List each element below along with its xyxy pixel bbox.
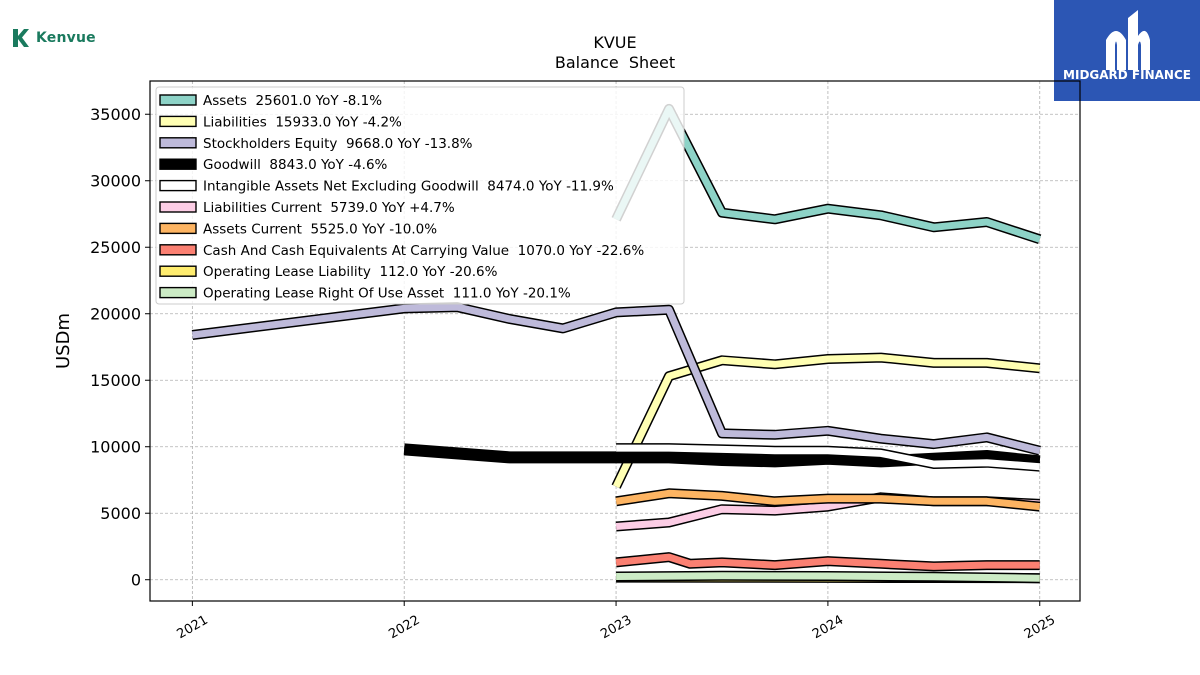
legend-swatch xyxy=(159,244,197,256)
series-line xyxy=(191,303,1041,455)
legend-label: Goodwill 8843.0 YoY -4.6% xyxy=(203,157,388,173)
legend-swatch xyxy=(159,222,197,235)
y-tick-label: 0 xyxy=(131,571,141,590)
x-tick-label: 2022 xyxy=(386,613,422,643)
legend-entry: Operating Lease Right Of Use Asset 111.0… xyxy=(159,286,571,302)
series-cash-and-cash-equivalents-at-carrying-value xyxy=(615,552,1040,572)
legend-label: Intangible Assets Net Excluding Goodwill… xyxy=(203,179,614,195)
y-tick-label: 10000 xyxy=(90,438,141,457)
legend-entry: Intangible Assets Net Excluding Goodwill… xyxy=(159,179,614,195)
legend-label: Cash And Cash Equivalents At Carrying Va… xyxy=(203,243,644,259)
legend-box xyxy=(155,86,685,305)
legend-entry: Assets Current 5525.0 YoY -10.0% xyxy=(159,221,437,237)
series-stockholders-equity xyxy=(191,302,1041,456)
brand-name: Kenvue xyxy=(36,30,96,46)
legend-entry: Cash And Cash Equivalents At Carrying Va… xyxy=(159,243,644,259)
y-axis-label: USDm xyxy=(53,313,74,369)
x-tick-label: 2021 xyxy=(175,613,211,643)
series-operating-lease-right-of-use-asset xyxy=(616,570,1040,584)
legend-label: Liabilities Current 5739.0 YoY +4.7% xyxy=(203,200,455,216)
series-line xyxy=(403,444,1041,466)
x-tick-label: 2023 xyxy=(598,613,634,643)
legend-label: Operating Lease Right Of Use Asset 111.0… xyxy=(203,286,571,302)
brand-logo: Kenvue xyxy=(12,28,96,48)
series-assets xyxy=(611,103,1042,245)
y-tick-labels: 0 5000 10000 15000 20000 25000 30000 35000 xyxy=(90,105,150,590)
legend-label: Liabilities 15933.0 YoY -4.2% xyxy=(203,114,402,130)
series-line xyxy=(612,105,1041,243)
legend-swatch xyxy=(159,179,197,192)
legend-label: Assets Current 5525.0 YoY -10.0% xyxy=(203,221,437,237)
series-line xyxy=(616,572,1040,582)
series-lines xyxy=(191,103,1042,584)
legend-entry: Goodwill 8843.0 YoY -4.6% xyxy=(159,157,388,173)
legend-entry: Liabilities 15933.0 YoY -4.2% xyxy=(159,114,402,130)
series-assets-current xyxy=(615,488,1041,512)
legend-label: Operating Lease Liability 112.0 YoY -20.… xyxy=(203,264,498,280)
legend-entry: Assets 25601.0 YoY -8.1% xyxy=(159,93,382,109)
legend: Assets 25601.0 YoY -8.1% Liabilities 1593… xyxy=(155,86,685,305)
chart-title: KVUE xyxy=(593,33,636,52)
legend-swatch xyxy=(159,265,197,277)
legend-swatch xyxy=(159,115,197,128)
legend-label: Assets 25601.0 YoY -8.1% xyxy=(203,93,382,109)
series-goodwill xyxy=(403,443,1041,468)
legend-swatch xyxy=(159,286,197,299)
y-tick-label: 25000 xyxy=(90,238,141,257)
y-tick-label: 5000 xyxy=(100,504,141,523)
legend-swatch xyxy=(159,158,197,170)
midgard-finance-name: MIDGARD FINANCE xyxy=(1063,68,1191,82)
series-intangible-assets-net-excluding-goodwill xyxy=(616,443,1041,472)
midgard-finance-logo: MIDGARD FINANCE xyxy=(1054,0,1200,101)
legend-label: Stockholders Equity 9668.0 YoY -13.8% xyxy=(203,136,473,152)
plot-frame xyxy=(149,80,1081,602)
series-line xyxy=(612,354,1041,489)
x-tick-label: 2024 xyxy=(810,613,846,643)
y-tick-label: 15000 xyxy=(90,371,141,390)
y-tick-label: 35000 xyxy=(90,105,141,124)
y-tick-label: 20000 xyxy=(90,305,141,324)
legend-entry: Operating Lease Liability 112.0 YoY -20.… xyxy=(159,264,498,280)
series-line xyxy=(615,489,1041,511)
x-tick-label: 2025 xyxy=(1022,613,1058,643)
x-tick-labels: 2021 2022 2023 2024 2025 xyxy=(175,601,1058,643)
series-liabilities xyxy=(611,352,1041,489)
midgard-m-icon xyxy=(1106,10,1150,70)
legend-entry: Liabilities Current 5739.0 YoY +4.7% xyxy=(159,200,455,216)
series-line xyxy=(615,553,1040,570)
series-line xyxy=(616,444,1040,471)
legend-swatch xyxy=(159,94,197,106)
chart-subtitle: Balance Sheet xyxy=(555,53,675,72)
legend-swatch xyxy=(159,201,197,213)
y-tick-label: 30000 xyxy=(90,172,141,191)
legend-swatch xyxy=(159,137,197,149)
legend-entry: Stockholders Equity 9668.0 YoY -13.8% xyxy=(159,136,473,152)
kenvue-k-icon xyxy=(13,29,29,47)
